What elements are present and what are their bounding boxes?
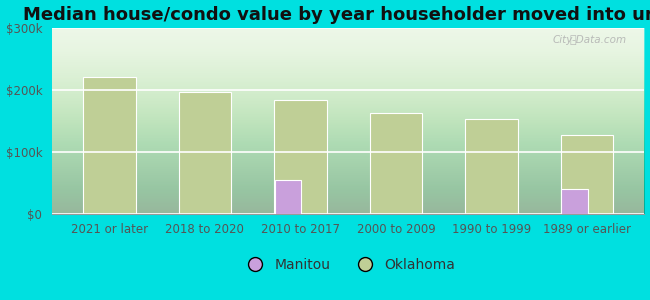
Bar — [562, 189, 588, 214]
Bar — [179, 92, 231, 214]
Bar — [274, 100, 327, 214]
Legend: Manitou, Oklahoma: Manitou, Oklahoma — [235, 252, 461, 277]
Text: City-Data.com: City-Data.com — [552, 35, 627, 45]
Bar — [465, 119, 518, 214]
Bar — [561, 135, 614, 214]
Bar — [370, 113, 422, 214]
Text: ⓘ: ⓘ — [569, 35, 577, 45]
Bar — [274, 180, 302, 214]
Bar — [83, 77, 136, 214]
Title: Median house/condo value by year householder moved into unit: Median house/condo value by year househo… — [23, 6, 650, 24]
